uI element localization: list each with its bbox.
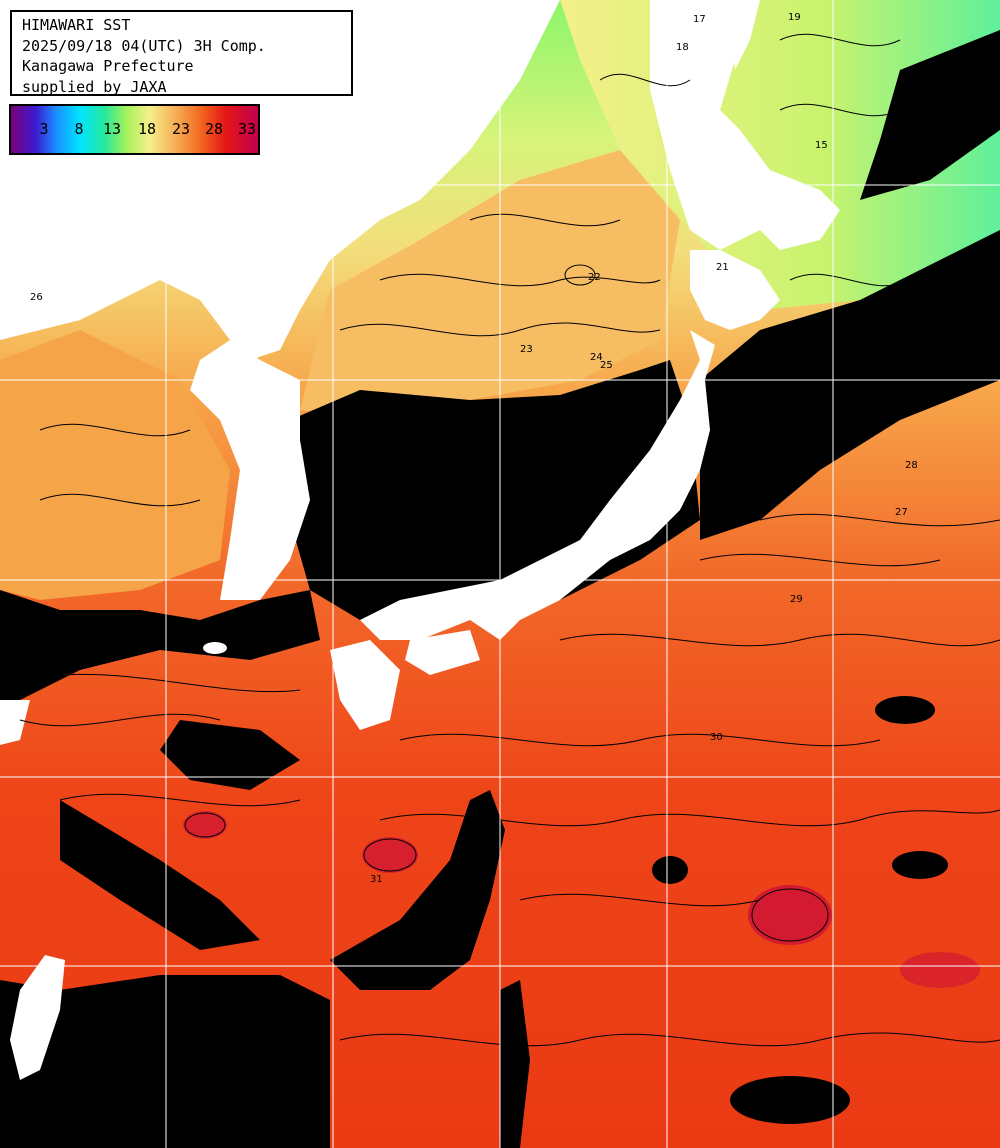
- contour-label-layer: 17 19 18 15 21 22 23 24 25 26 27 28 29 3…: [30, 12, 918, 885]
- contour-label: 29: [790, 594, 803, 605]
- sea-of-japan-warm: [300, 150, 680, 420]
- contour-label: 19: [788, 12, 801, 23]
- land: [0, 0, 840, 1080]
- contour-label: 21: [716, 262, 729, 273]
- contour-label: 30: [710, 732, 723, 743]
- legend-label: 23: [171, 120, 191, 138]
- contour-label: 27: [895, 507, 908, 518]
- color-scale-legend: 3 8 13 18 23 28 33: [9, 104, 260, 155]
- legend-label: 33: [237, 120, 257, 138]
- legend-label: 18: [137, 120, 157, 138]
- contour-label: 24: [590, 352, 603, 363]
- legend-label: 28: [204, 120, 224, 138]
- legend-label: 3: [39, 120, 49, 138]
- hot-patch: [748, 885, 832, 945]
- contour-label: 25: [600, 360, 613, 371]
- contour-label: 17: [693, 14, 706, 25]
- contour-lines: [19, 33, 1000, 1047]
- contour-label: 15: [815, 140, 828, 151]
- contour-label: 23: [520, 344, 533, 355]
- hot-patch: [183, 811, 227, 839]
- cloud-mask: [0, 30, 1000, 1148]
- product-title: HIMAWARI SST: [22, 16, 131, 34]
- timestamp: 2025/09/18 04(UTC) 3H Comp.: [22, 36, 266, 55]
- contour-label: 26: [30, 292, 43, 303]
- legend-labels: 3 8 13 18 23 28 33: [11, 120, 258, 140]
- contour-label: 28: [905, 460, 918, 471]
- contour-label: 22: [588, 272, 601, 283]
- contour-label: 18: [676, 42, 689, 53]
- yellow-sea: [0, 330, 230, 600]
- contour-label: 31: [370, 874, 383, 885]
- region-label: Kanagawa Prefecture: [22, 57, 194, 75]
- credit-label: supplied by JAXA: [22, 77, 167, 96]
- hot-patch: [362, 837, 418, 873]
- hot-patch: [900, 952, 980, 988]
- legend-label: 13: [102, 120, 122, 138]
- info-box: HIMAWARI SST 2025/09/18 04(UTC) 3H Comp.…: [10, 10, 353, 96]
- legend-label: 8: [74, 120, 84, 138]
